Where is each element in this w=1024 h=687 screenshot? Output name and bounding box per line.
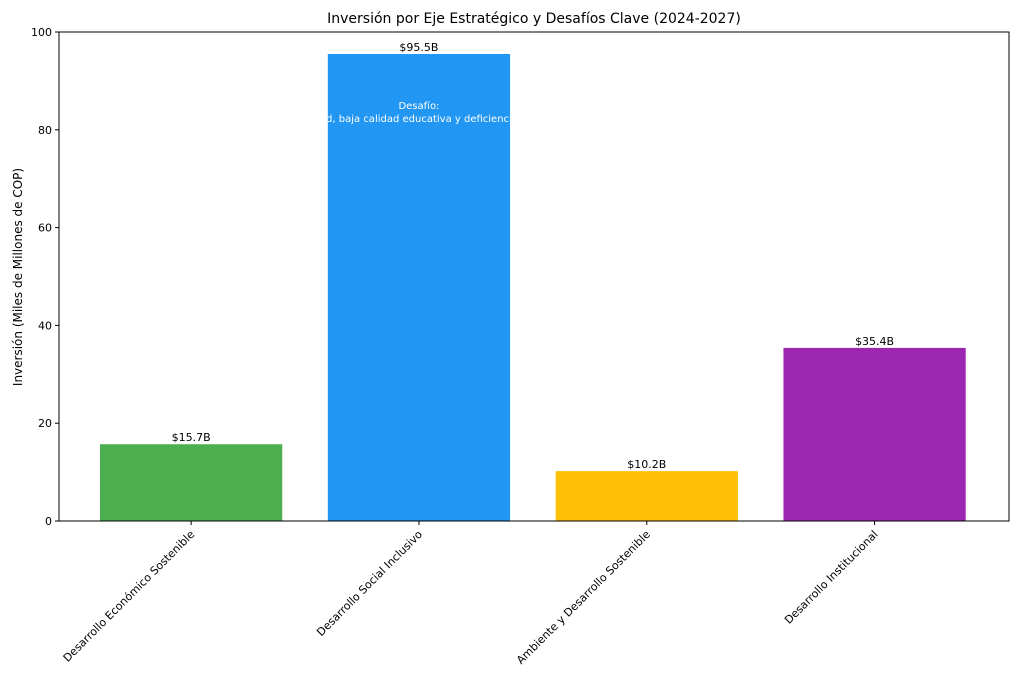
x-tick-label: Desarrollo Social Inclusivo (314, 528, 425, 639)
y-tick-label: 80 (38, 124, 52, 137)
y-axis-label: Inversión (Miles de Millones de COP) (11, 168, 25, 386)
chart-title: Inversión por Eje Estratégico y Desafíos… (327, 11, 741, 27)
bar-value-label: $15.7B (172, 431, 211, 444)
y-tick-label: 100 (31, 26, 52, 39)
annotation-text: d, baja calidad educativa y deficienci (326, 114, 512, 125)
x-tick-label: Desarrollo Institucional (782, 528, 881, 627)
annotation-title: Desafío: (398, 100, 439, 112)
bar-value-label: $10.2B (627, 458, 666, 471)
bar (555, 471, 738, 521)
bar (100, 444, 283, 521)
y-tick-label: 20 (38, 417, 52, 430)
bar (327, 54, 511, 521)
x-tick-label: Desarrollo Económico Sostenible (61, 528, 198, 665)
y-tick-label: 60 (38, 222, 52, 235)
plot-frame (58, 31, 1010, 522)
x-tick-label: Ambiente y Desarrollo Sostenible (514, 528, 653, 667)
bar-annotation: Desafío: d, baja calidad educativa y defi… (326, 100, 512, 125)
y-tick-label: 0 (45, 515, 52, 528)
bar-value-label: $95.5B (399, 41, 438, 54)
bar (783, 347, 966, 521)
bar-value-label: $35.4B (855, 335, 894, 348)
y-tick-label: 40 (38, 319, 52, 332)
